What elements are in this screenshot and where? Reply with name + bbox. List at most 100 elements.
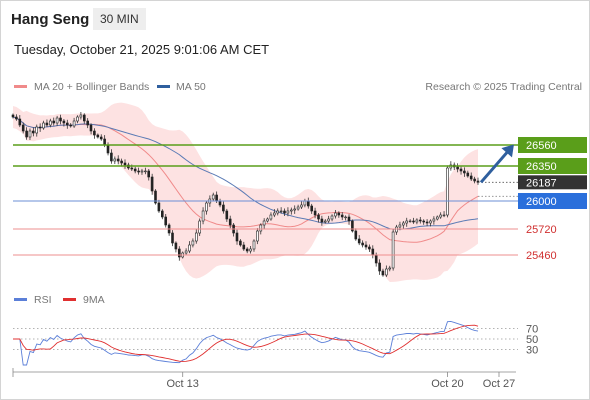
candle-body <box>256 230 259 242</box>
resistance-label: 26350 <box>526 161 557 173</box>
candle-body <box>42 122 45 129</box>
candle-body <box>296 206 300 210</box>
candle-body <box>31 130 35 134</box>
rsi-tick-label: 50 <box>526 334 538 346</box>
candle-body <box>147 170 150 178</box>
candle-body <box>391 231 395 269</box>
rsi-ma-legend-label: 9MA <box>83 294 105 306</box>
x-tick-label: Oct 27 <box>483 378 515 390</box>
candle-body <box>306 200 310 207</box>
candle-body <box>52 120 56 124</box>
candle-body <box>398 224 402 228</box>
candle-body <box>195 232 198 242</box>
support-label: 25720 <box>526 224 557 236</box>
forecast-arrow-head <box>501 144 514 158</box>
datetime-label: Tuesday, October 21, 2025 9:01:06 AM CET <box>14 42 270 57</box>
candle-body <box>286 210 290 214</box>
candle-body <box>144 170 147 173</box>
candle-body <box>354 230 358 240</box>
pivot-label-bg <box>518 193 587 209</box>
candle-body <box>283 210 286 214</box>
candle-body <box>422 220 426 223</box>
candle-body <box>55 117 59 124</box>
candle-body <box>442 214 446 217</box>
candle-body <box>357 238 361 244</box>
current-price-label: 26187 <box>526 177 557 189</box>
candle-body <box>279 210 283 213</box>
ma50-legend-swatch <box>157 85 170 88</box>
candle-body <box>408 220 412 223</box>
candle-body <box>48 120 52 126</box>
rsi-tick-label: 70 <box>526 324 538 336</box>
candle-body <box>327 218 330 222</box>
candle-body <box>310 205 314 212</box>
candle-body <box>72 120 76 127</box>
candle-body <box>323 220 327 223</box>
candle-body <box>106 144 110 154</box>
candle-body <box>113 158 117 162</box>
candle-body <box>425 221 429 224</box>
support-label: 25460 <box>526 250 557 262</box>
candle-body <box>99 136 103 140</box>
candle-body <box>59 117 62 122</box>
candle-body <box>381 270 385 276</box>
candle-body <box>401 222 405 226</box>
candle-body <box>340 214 344 218</box>
candle-body <box>218 200 222 206</box>
candle-body <box>344 216 347 219</box>
candle-body <box>300 204 303 208</box>
candle-body <box>120 160 123 164</box>
candle-body <box>86 120 89 126</box>
candle-body <box>178 248 181 258</box>
candle-body <box>446 167 449 216</box>
candle-body <box>76 116 79 122</box>
candle-body <box>469 175 473 180</box>
rsi-tick-label: 30 <box>526 344 538 356</box>
candle-body <box>347 216 351 222</box>
candle-body <box>330 215 334 220</box>
candle-body <box>269 214 273 220</box>
candle-body <box>174 242 178 250</box>
candle-body <box>466 172 470 177</box>
candle-body <box>456 166 459 170</box>
candle-body <box>150 176 154 192</box>
candle-body <box>374 254 378 264</box>
ma50-legend-label: MA 50 <box>176 81 206 93</box>
candle-body <box>211 194 215 200</box>
candle-body <box>429 220 432 224</box>
candle-body <box>364 244 368 248</box>
candle-body <box>28 130 32 138</box>
interval-badge[interactable]: 30 MIN <box>93 8 146 30</box>
resistance-label-bg <box>518 137 587 153</box>
candle-body <box>432 218 436 222</box>
candle-body <box>384 268 388 276</box>
resistance-label: 26560 <box>526 140 557 152</box>
candle-body <box>412 220 415 223</box>
candle-body <box>439 214 442 218</box>
rsi-ma-line <box>13 324 479 362</box>
candle-body <box>133 168 137 172</box>
candle-body <box>11 114 15 118</box>
candle-body <box>276 210 280 214</box>
x-axis: Oct 13 Oct 20 Oct 27 <box>12 368 516 390</box>
current-price-label-bg <box>518 175 587 190</box>
candle-body <box>303 200 307 206</box>
candle-body <box>79 114 83 118</box>
candle-body <box>235 232 239 242</box>
candle-body <box>188 244 191 252</box>
candle-body <box>435 216 439 220</box>
candle-body <box>266 218 269 222</box>
candle-body <box>191 240 195 246</box>
x-tick-label: Oct 13 <box>167 378 199 390</box>
candle-body <box>239 240 242 246</box>
candle-body <box>38 126 42 129</box>
candle-body <box>205 202 208 212</box>
instrument-title: Hang Seng <box>11 11 90 28</box>
candle-body <box>317 214 320 220</box>
candle-body <box>69 124 72 127</box>
candle-body <box>473 178 476 182</box>
candle-body <box>225 210 229 220</box>
candle-body <box>110 152 113 162</box>
candle-body <box>45 122 49 126</box>
